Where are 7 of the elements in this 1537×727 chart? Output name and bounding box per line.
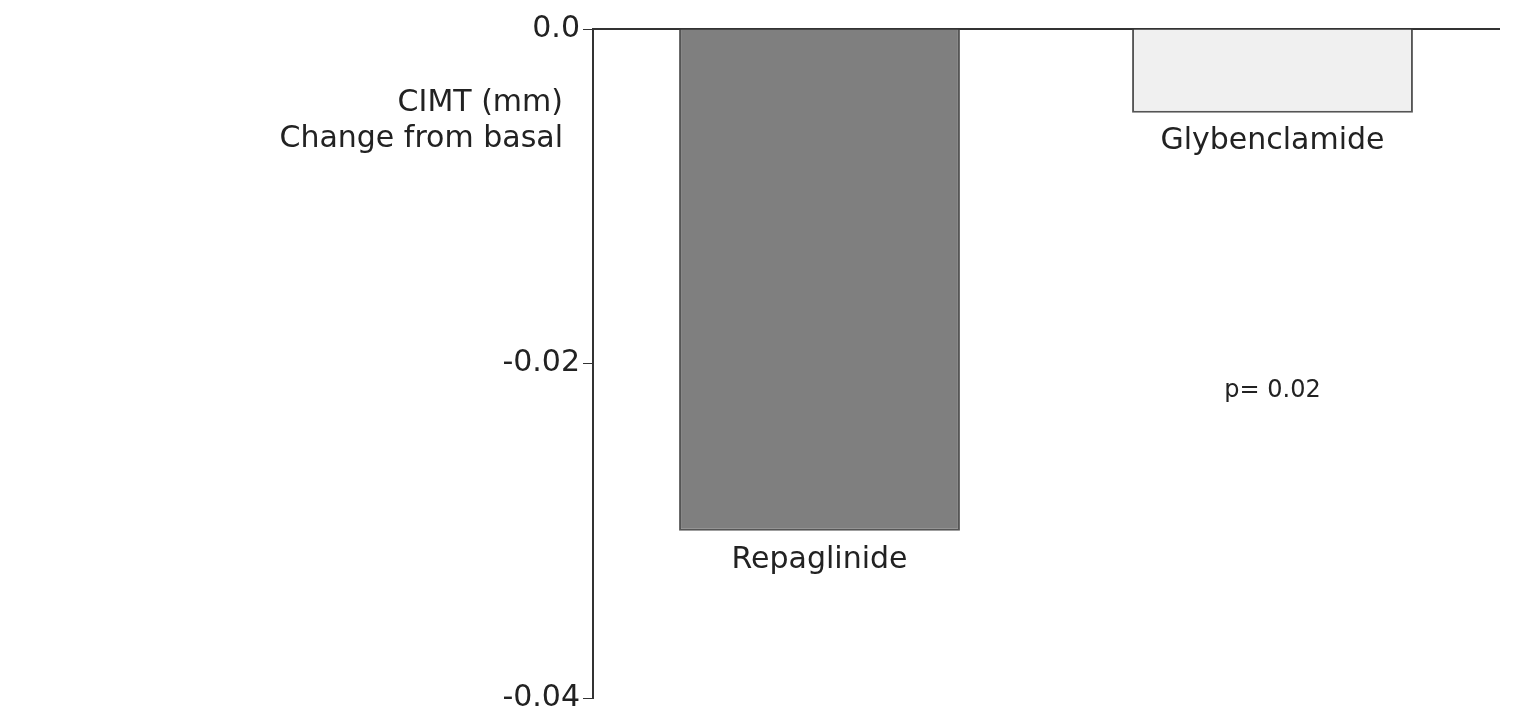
x-tick-label: Glybenclamide [1160, 121, 1385, 157]
y-axis-title: CIMT (mm) Change from basal [279, 82, 563, 154]
y-tick-label: 0.0 [532, 8, 580, 44]
y-tick-label: -0.04 [502, 677, 580, 713]
x-tick-label: Repaglinide [731, 539, 908, 575]
annotation: p= 0.02 [1224, 374, 1321, 403]
y-tick-label: -0.02 [502, 343, 580, 379]
